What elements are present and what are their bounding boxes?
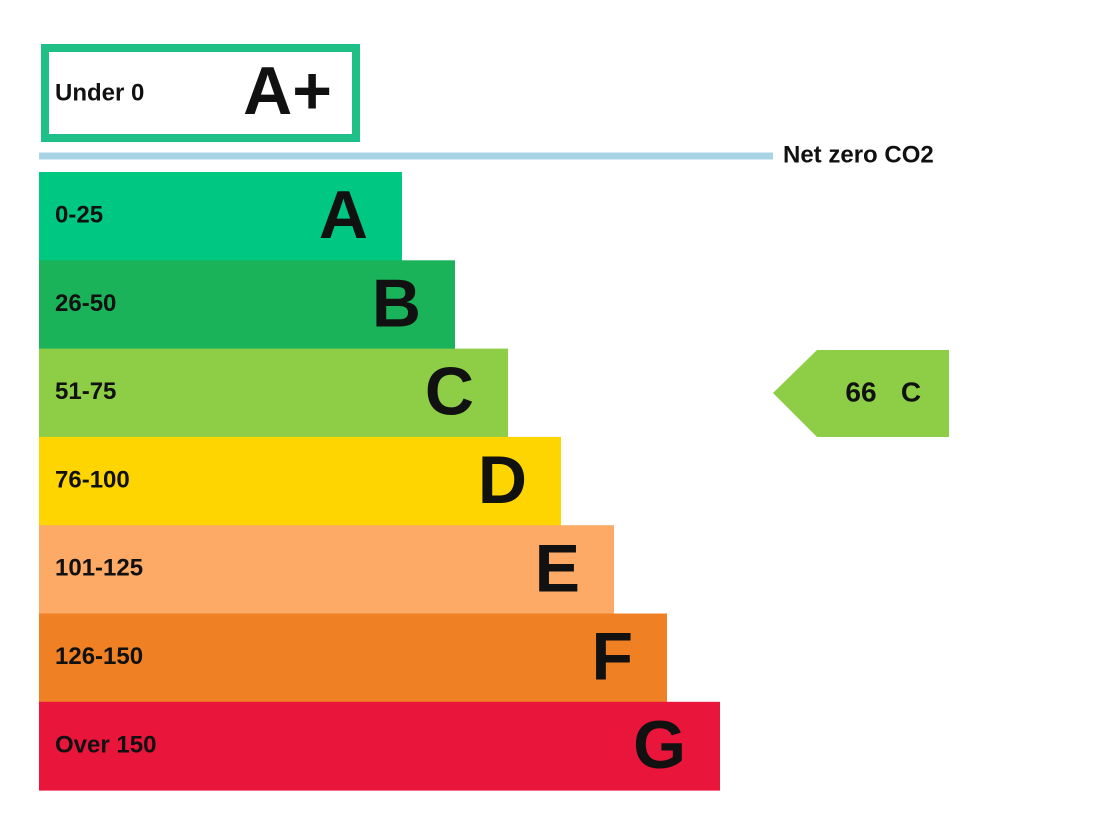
current-score: 66 [845, 376, 876, 407]
top-band-range: Under 0 [55, 79, 144, 106]
current-letter: C [901, 376, 921, 407]
current-rating-arrow [773, 350, 949, 437]
band-bar [39, 172, 402, 261]
band-bar [39, 348, 508, 438]
band-range: Over 150 [55, 731, 156, 758]
net-zero-label: Net zero CO2 [783, 141, 934, 168]
band-bar [39, 260, 455, 350]
band-bar [39, 525, 614, 614]
band-range: 51-75 [55, 378, 116, 405]
band-range: 0-25 [55, 201, 103, 228]
band-range: 26-50 [55, 290, 116, 317]
band-letter: B [372, 265, 421, 341]
top-band-box [41, 44, 360, 142]
band-letter: G [633, 707, 686, 783]
band-bar [39, 436, 561, 526]
band-letter: F [591, 619, 633, 695]
band-letter: C [425, 354, 474, 430]
band-range: 76-100 [55, 466, 130, 493]
top-band-letter: A+ [243, 53, 332, 129]
band-range: 101-125 [55, 555, 143, 582]
band-letter: D [478, 442, 527, 518]
band-bar [39, 701, 720, 791]
band-bar [39, 613, 667, 703]
band-range: 126-150 [55, 643, 143, 670]
band-letter: A [319, 177, 368, 253]
band-letter: E [535, 530, 580, 606]
